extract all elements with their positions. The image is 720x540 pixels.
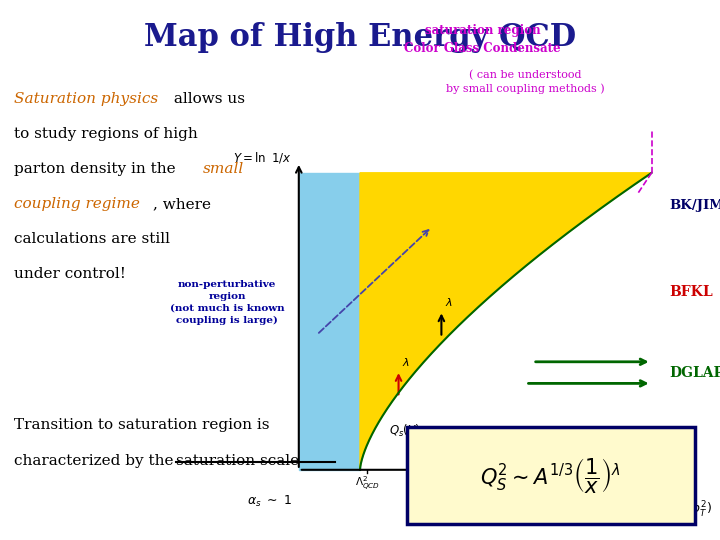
Text: non-perturbative
region
(not much is known
coupling is large): non-perturbative region (not much is kno…: [170, 280, 284, 325]
Text: parton density in the: parton density in the: [14, 162, 181, 176]
Text: saturation region
Color Glass Condensate: saturation region Color Glass Condensate: [404, 24, 561, 55]
Bar: [299, 173, 360, 470]
Text: allows us: allows us: [169, 92, 246, 106]
Polygon shape: [360, 173, 652, 470]
Text: $Y = \ln\ 1/x$: $Y = \ln\ 1/x$: [233, 150, 292, 165]
Text: $\alpha_s\ \sim\ 1$: $\alpha_s\ \sim\ 1$: [247, 494, 293, 509]
Text: BK/JIMWLK: BK/JIMWLK: [670, 199, 720, 212]
Text: DGLAP: DGLAP: [670, 366, 720, 380]
Text: $Q_S^2 \sim A^{1/3}\left(\dfrac{1}{x}\right)^\lambda$: $Q_S^2 \sim A^{1/3}\left(\dfrac{1}{x}\ri…: [480, 456, 621, 495]
Text: $Q^2$: $Q^2$: [670, 475, 690, 496]
Text: ( can be understood
by small coupling methods ): ( can be understood by small coupling me…: [446, 70, 605, 94]
Text: $\alpha_s\ <<\ 1$: $\alpha_s\ <<\ 1$: [510, 494, 570, 509]
Text: calculations are still: calculations are still: [14, 232, 171, 246]
Text: to study regions of high: to study regions of high: [14, 127, 198, 141]
FancyBboxPatch shape: [407, 427, 695, 524]
Text: $(or\ p_T^2)$: $(or\ p_T^2)$: [670, 500, 711, 519]
Text: coupling regime: coupling regime: [14, 197, 140, 211]
Text: $Q_s(Y)$: $Q_s(Y)$: [389, 423, 420, 439]
Text: , where: , where: [153, 197, 211, 211]
Text: under control!: under control!: [14, 267, 127, 281]
Text: $\lambda$: $\lambda$: [402, 355, 410, 368]
Text: Transition to saturation region is: Transition to saturation region is: [14, 418, 270, 433]
Text: Map of High Energy QCD: Map of High Energy QCD: [144, 22, 576, 52]
Text: saturation scale: saturation scale: [176, 454, 300, 468]
Text: characterized by the: characterized by the: [14, 454, 179, 468]
Text: $\Lambda^2_{QCD}$: $\Lambda^2_{QCD}$: [354, 475, 380, 494]
Text: $\lambda$: $\lambda$: [445, 296, 453, 308]
Text: small: small: [203, 162, 244, 176]
Text: Saturation physics: Saturation physics: [14, 92, 158, 106]
Text: BFKL: BFKL: [670, 285, 714, 299]
